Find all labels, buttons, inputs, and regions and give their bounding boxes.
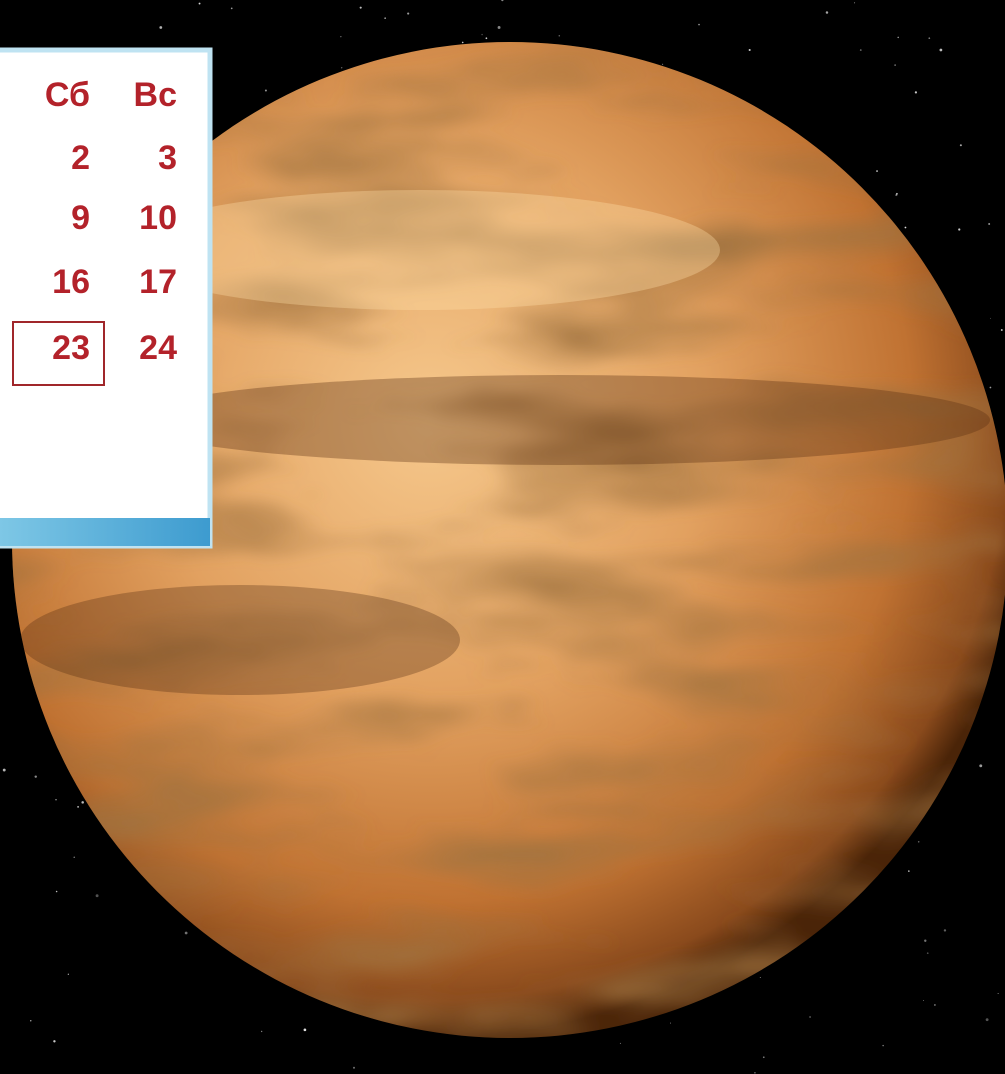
day-number: 16 (52, 263, 90, 301)
star (485, 37, 488, 40)
star (926, 952, 929, 954)
star (670, 1022, 671, 1024)
star (230, 7, 233, 10)
star (934, 1004, 936, 1006)
star (662, 63, 664, 65)
star (497, 26, 501, 29)
calendar-strip (0, 518, 210, 546)
star (917, 841, 920, 843)
star (985, 1018, 989, 1022)
star (762, 1056, 765, 1059)
star (95, 894, 99, 898)
star (882, 1044, 884, 1047)
star (990, 317, 992, 319)
star (73, 856, 76, 859)
day-number: 23 (52, 329, 90, 367)
star (698, 23, 700, 26)
star (754, 1071, 756, 1074)
dark-band (130, 375, 990, 465)
star (748, 48, 751, 52)
day-number: 24 (139, 329, 177, 367)
star (2, 768, 6, 772)
day-number: 2 (71, 139, 90, 177)
star (67, 973, 69, 975)
star (619, 1042, 621, 1044)
star (904, 226, 907, 229)
star (759, 976, 761, 978)
star (894, 64, 896, 66)
star (340, 67, 343, 69)
day-number: 10 (139, 199, 177, 237)
star (854, 2, 856, 4)
day-number: 9 (71, 199, 90, 237)
star (30, 1020, 32, 1022)
day-number: 3 (158, 139, 177, 177)
star (359, 6, 362, 9)
star (81, 801, 84, 804)
star (55, 799, 57, 801)
star (261, 1030, 263, 1033)
star (77, 805, 79, 808)
star (914, 91, 918, 94)
star (34, 775, 37, 778)
star (264, 89, 267, 92)
day-number: 17 (139, 263, 177, 301)
star (943, 929, 947, 932)
star (939, 48, 943, 52)
star (184, 931, 188, 935)
star (461, 41, 464, 44)
today-box (12, 321, 105, 386)
star (198, 2, 201, 5)
star (859, 49, 862, 51)
star (481, 33, 483, 36)
star (55, 890, 58, 893)
star (340, 35, 342, 38)
star (989, 386, 992, 389)
star (407, 12, 410, 15)
calendar-panel (0, 47, 213, 549)
star (923, 999, 924, 1001)
star (1000, 328, 1003, 331)
star (384, 17, 386, 19)
star (159, 26, 163, 29)
weekday-header: Вс (134, 76, 177, 114)
star (501, 0, 504, 2)
star (997, 993, 999, 995)
star (988, 222, 991, 225)
star (895, 192, 898, 195)
star (958, 228, 961, 231)
star (928, 37, 931, 40)
star (825, 11, 829, 14)
star (303, 1028, 307, 1032)
star (876, 170, 878, 173)
star (809, 1016, 811, 1018)
star (558, 35, 561, 37)
star (979, 764, 983, 768)
weekday-header: Сб (45, 76, 90, 114)
light-band (120, 190, 720, 310)
star (897, 36, 899, 39)
star (924, 939, 927, 942)
star (959, 144, 962, 147)
star (53, 1040, 56, 1043)
star (908, 870, 910, 872)
dark-band (20, 585, 460, 695)
star (353, 1066, 355, 1069)
